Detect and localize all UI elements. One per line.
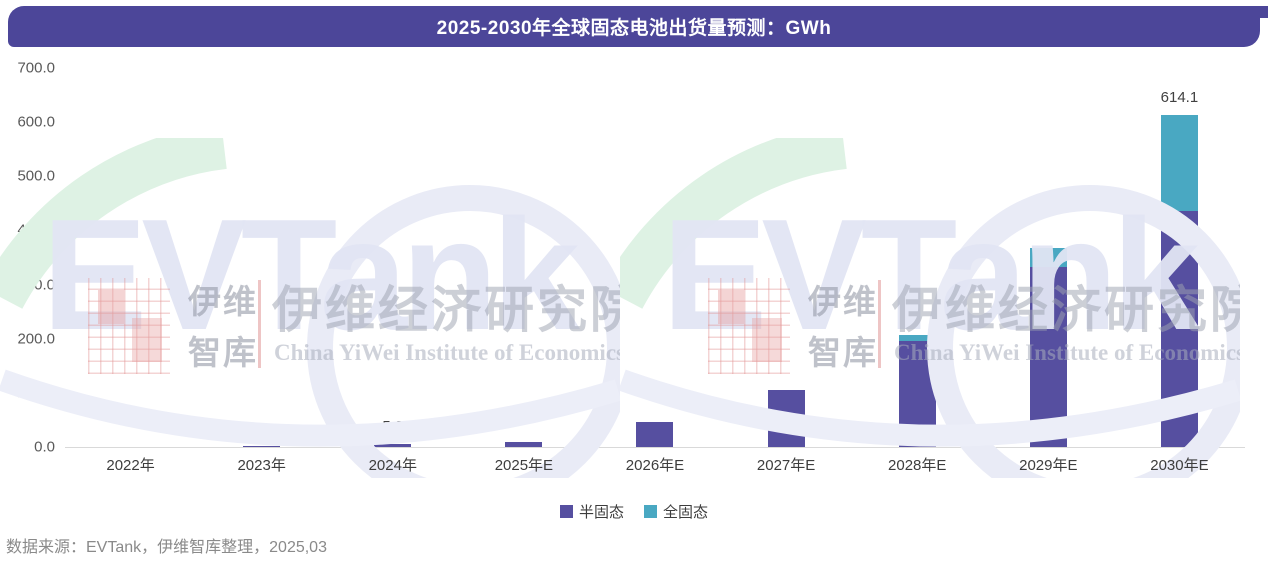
bar-stack	[636, 68, 674, 447]
bar-segment-semi-solid	[243, 446, 281, 447]
legend-label: 全固态	[663, 504, 709, 521]
legend-label: 半固态	[578, 504, 624, 521]
y-axis-tick-label: 700.0	[17, 59, 55, 77]
bar-group	[983, 68, 1114, 447]
bar-stack	[374, 68, 412, 447]
chart-title-banner: 2025-2030年全球固态电池出货量预测：GWh	[8, 6, 1268, 47]
plot-area: 0.0 100.0 200.0 300.0 400.0 500.0 600.0 700.0 5…	[17, 60, 1245, 456]
bar-segment-semi-solid	[374, 444, 412, 447]
bar-stack	[1160, 68, 1198, 447]
legend-item-semi-solid: 半固态	[559, 501, 624, 522]
chart-title: 2025-2030年全球固态电池出货量预测：GWh	[436, 18, 832, 39]
x-axis-label: 2028年E	[888, 457, 947, 474]
bar-group	[196, 68, 327, 447]
bar-value-label: 5.3	[382, 418, 404, 436]
bar-group: 614.1	[1114, 68, 1245, 447]
y-axis-tick-label: 600.0	[17, 113, 55, 131]
legend-item-all-solid: 全固态	[644, 501, 708, 522]
y-axis-tick-label: 100.0	[17, 384, 55, 402]
x-axis: 2022年 2023年 2024年 2025年E 2026年E 2027年E 2028年E 2…	[65, 454, 1245, 475]
x-axis-label: 2029年E	[1019, 457, 1078, 474]
y-axis-tick-label: 500.0	[17, 167, 55, 185]
bar-stack	[243, 68, 281, 447]
x-axis-label: 2026年E	[625, 457, 685, 474]
y-axis-tick-label: 400.0	[17, 221, 55, 239]
y-axis-tick-label: 300.0	[17, 276, 55, 294]
bar-group	[589, 68, 720, 447]
bar-stack	[1029, 68, 1067, 447]
legend-swatch	[559, 505, 573, 518]
bar-segment-all-solid	[1160, 114, 1198, 211]
bar-segment-all-solid	[898, 334, 936, 341]
bar-segment-all-solid	[1029, 248, 1067, 268]
bar-group	[65, 68, 196, 447]
bar-series-container: 5.3 614.1	[65, 68, 1245, 447]
x-axis-label: 2030年E	[1150, 457, 1209, 474]
y-axis-tick-label: 200.0	[17, 330, 55, 348]
bar-value-label: 614.1	[1160, 88, 1199, 106]
bar-stack	[505, 68, 543, 447]
bar-segment-semi-solid	[1029, 267, 1067, 447]
x-axis-label: 2027年E	[756, 457, 816, 474]
bar-stack	[767, 68, 805, 447]
bar-segment-semi-solid	[1160, 210, 1198, 447]
bar-segment-semi-solid	[505, 441, 543, 447]
x-axis-label: 2025年E	[494, 457, 554, 474]
bar-segment-semi-solid	[898, 340, 936, 447]
bar-group: 5.3	[327, 68, 458, 447]
legend: 半固态 全固态	[0, 501, 1268, 522]
bar-group	[458, 68, 589, 447]
bar-stack	[112, 68, 149, 447]
x-axis-label: 2024年	[368, 457, 417, 474]
bar-group	[721, 68, 852, 447]
legend-swatch	[644, 505, 657, 518]
x-axis-label: 2023年	[237, 457, 286, 474]
bar-segment-semi-solid	[767, 390, 805, 447]
data-source-note: 数据来源：EVTank，伊维智库整理，2025,03	[6, 539, 327, 556]
y-axis-tick-label: 0.0	[34, 438, 55, 456]
bar-group	[852, 68, 983, 447]
bar-stack	[898, 68, 936, 447]
bar-segment-semi-solid	[636, 422, 674, 447]
x-axis-label: 2022年	[106, 457, 155, 474]
